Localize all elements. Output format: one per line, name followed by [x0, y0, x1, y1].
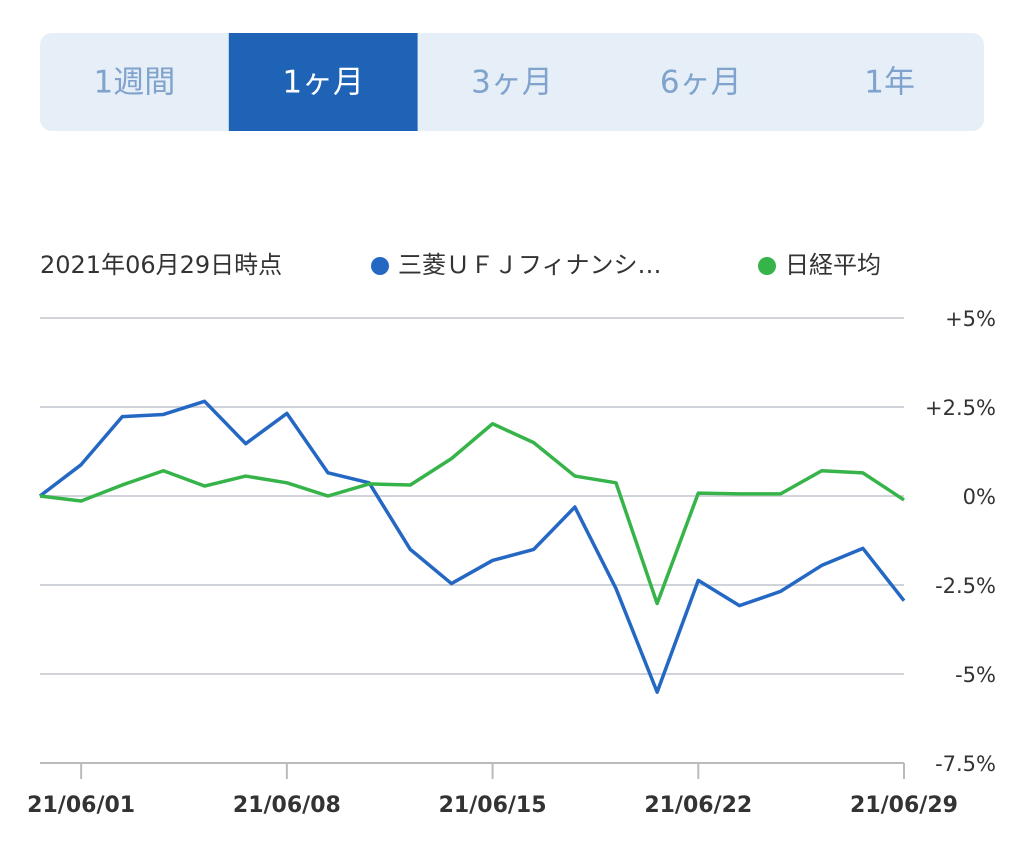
- legend-label: 日経平均: [785, 251, 881, 279]
- y-tick-label: -5%: [955, 663, 996, 687]
- x-tick-label: 21/06/01: [27, 793, 135, 818]
- legend-dot: [371, 257, 389, 275]
- legend-dot: [758, 257, 776, 275]
- x-tick-label: 21/06/15: [439, 793, 547, 818]
- as-of-date: 2021年06月29日時点: [40, 251, 282, 279]
- series-line: [39, 421, 905, 606]
- legend-label: 三菱ＵＦＪフィナンシ…: [398, 251, 662, 279]
- tab[interactable]: 1年: [864, 65, 915, 101]
- tab[interactable]: 6ヶ月: [660, 65, 742, 101]
- tab[interactable]: 3ヶ月: [471, 65, 553, 101]
- y-tick-label: -2.5%: [935, 574, 996, 598]
- series-line: [38, 399, 906, 694]
- y-tick-label: +2.5%: [925, 396, 996, 420]
- x-tick-label: 21/06/08: [233, 793, 341, 818]
- x-tick-label: 21/06/29: [850, 793, 958, 818]
- tab-selected-bg: [228, 33, 418, 131]
- tab[interactable]: 1週間: [94, 65, 176, 101]
- x-tick-label: 21/06/22: [644, 793, 752, 818]
- y-tick-label: -7.5%: [935, 752, 996, 776]
- y-tick-label: 0%: [963, 485, 996, 509]
- tab[interactable]: 1ヶ月: [282, 65, 364, 101]
- y-tick-label: +5%: [945, 307, 996, 331]
